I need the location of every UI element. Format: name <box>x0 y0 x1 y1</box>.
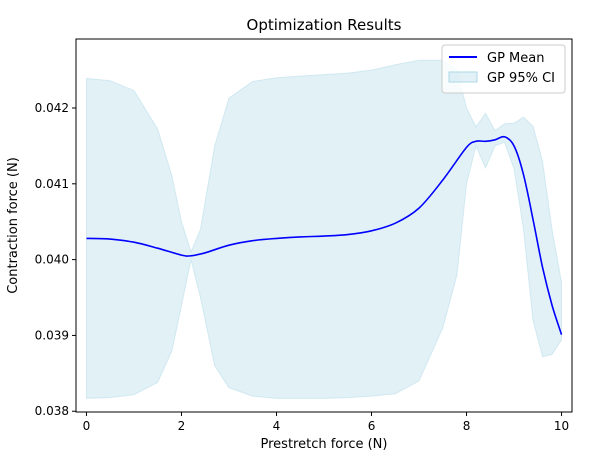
axis-ticks: 0 2 4 6 8 10 0.038 0.039 0.040 0.041 0.042 <box>35 101 570 433</box>
plot-area <box>86 59 563 399</box>
legend-label-gp-mean: GP Mean <box>487 51 544 66</box>
chart-title: Optimization Results <box>247 16 402 34</box>
x-tick-label: 2 <box>178 419 186 433</box>
x-tick-label: 0 <box>83 419 91 433</box>
y-tick-label: 0.042 <box>35 101 69 115</box>
y-tick-label: 0.040 <box>35 253 69 267</box>
x-tick-label: 6 <box>368 419 376 433</box>
x-axis-label: Prestretch force (N) <box>261 437 388 452</box>
series-gp-mean-line <box>86 135 563 335</box>
axes-frame <box>75 38 573 413</box>
x-tick-label: 4 <box>273 419 281 433</box>
y-tick-label: 0.039 <box>35 328 69 342</box>
x-tick-label: 8 <box>463 419 471 433</box>
y-tick-label: 0.038 <box>35 404 69 418</box>
y-tick-label: 0.041 <box>35 177 69 191</box>
series-gp-ci-band <box>86 59 562 399</box>
legend: GP Mean GP 95% CI <box>441 44 566 94</box>
legend-swatch-gp-ci <box>448 71 478 83</box>
x-tick-label: 10 <box>554 419 569 433</box>
legend-label-gp-ci: GP 95% CI <box>487 71 555 86</box>
y-axis-label: Contraction force (N) <box>6 157 21 294</box>
